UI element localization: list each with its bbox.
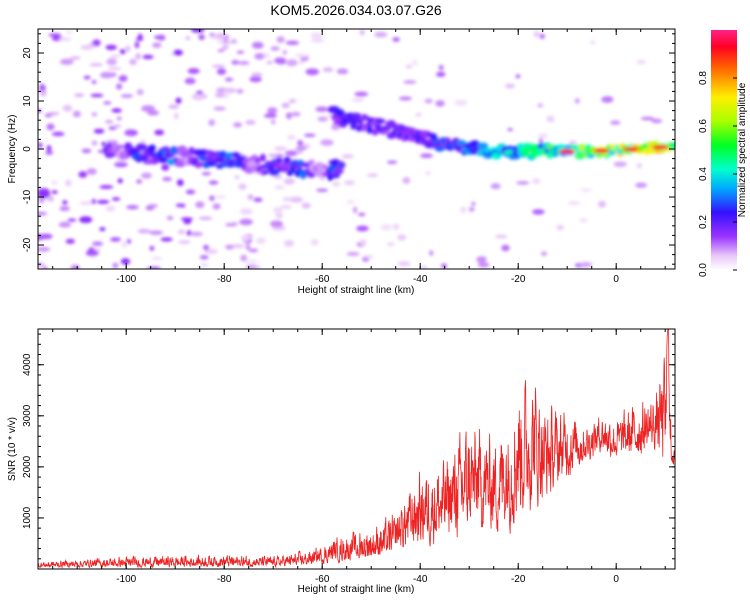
spectrogram-heatmap <box>38 29 675 269</box>
colorbar-tick-label: 0.0 <box>698 263 709 277</box>
x-tick-label: -100 <box>116 574 136 585</box>
x-tick-label: -40 <box>413 274 428 285</box>
y-tick-label: 1000 <box>22 506 33 529</box>
y-tick-label: 20 <box>22 47 33 59</box>
colorbar-ticks: 0.0 0.2 0.4 0.6 0.8 <box>698 71 737 277</box>
colorbar-tick-label: 0.2 <box>698 215 709 229</box>
snr-axes: -100 -80 -60 -40 -20 0 1000 2000 3000 4000 <box>22 329 675 585</box>
y-tick-label: 2000 <box>22 455 33 478</box>
x-tick-label: -40 <box>413 574 428 585</box>
x-tick-label: -80 <box>217 574 232 585</box>
colorbar-tick-label: 0.4 <box>698 167 709 181</box>
colorbar: 0.0 0.2 0.4 0.6 0.8 Normalized spectral ampl… <box>698 30 748 277</box>
snr-xlabel: Height of straight line (km) <box>298 584 415 595</box>
spectrogram-xlabel: Height of straight line (km) <box>298 285 415 296</box>
x-tick-label: -20 <box>511 274 526 285</box>
colorbar-label: Normalized spectral amplitude <box>737 82 748 217</box>
snr-ylabel: SNR (10 * v/v) <box>7 417 18 481</box>
figure-title: KOM5.2026.034.03.07.G26 <box>270 2 441 18</box>
snr-frame <box>37 328 676 570</box>
x-tick-label: -80 <box>217 274 232 285</box>
x-tick-label: -100 <box>116 274 136 285</box>
y-tick-label: 0 <box>22 146 33 152</box>
snr-background <box>38 329 675 569</box>
x-tick-label: -60 <box>315 574 330 585</box>
snr-series-line <box>38 329 675 569</box>
colorbar-tick-label: 0.6 <box>698 119 709 133</box>
x-tick-label: -60 <box>315 274 330 285</box>
snr-panel: -100 -80 -60 -40 -20 0 1000 2000 3000 4000 Height… <box>7 328 676 595</box>
y-tick-label: 3000 <box>22 404 33 427</box>
y-tick-label: -10 <box>22 189 33 204</box>
x-tick-label: 0 <box>613 574 619 585</box>
y-tick-label: -20 <box>22 237 33 252</box>
colorbar-tick-label: 0.8 <box>698 71 709 85</box>
y-tick-label: 10 <box>22 95 33 107</box>
x-tick-label: -20 <box>511 574 526 585</box>
y-tick-label: 4000 <box>22 353 33 376</box>
spectrogram-ylabel: Frequency (Hz) <box>7 115 18 184</box>
x-tick-label: 0 <box>613 274 619 285</box>
colorbar-gradient <box>711 30 737 270</box>
